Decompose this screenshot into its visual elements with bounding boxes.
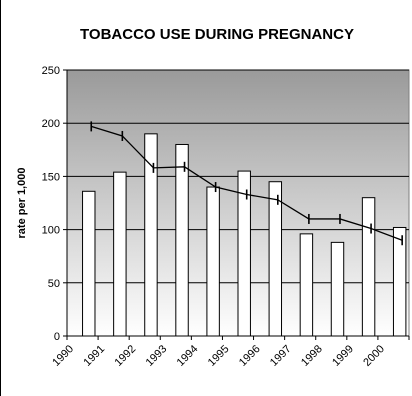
bar (299, 233, 314, 337)
y-tick-labels: 0 50 100 150 200 250 (42, 65, 60, 343)
bar (361, 197, 376, 337)
bar (82, 190, 96, 337)
y-tick-label: 250 (42, 65, 60, 77)
bar (144, 133, 158, 337)
chart-title: TOBACCO USE DURING PREGNANCY (80, 26, 354, 43)
y-tick-label: 150 (42, 171, 60, 183)
x-tick-label: 1999 (330, 343, 356, 369)
x-tick-label: 1990 (50, 343, 76, 369)
bar (175, 143, 189, 337)
bar (392, 226, 407, 337)
bar (330, 241, 345, 337)
y-tick-label: 50 (48, 278, 60, 290)
x-tick-label: 1998 (299, 343, 325, 369)
x-tick-label: 1992 (113, 343, 139, 369)
x-tick-label: 1994 (175, 343, 201, 369)
axes (66, 70, 410, 340)
bar (268, 181, 283, 337)
bar (113, 171, 127, 337)
x-tick-labels: 1990 1991 1992 1993 1994 1995 1996 1997 1998 1999… (50, 343, 387, 369)
x-tick-label: 1997 (268, 343, 294, 369)
y-axis-label: rate per 1,000 (16, 168, 28, 239)
bar (206, 186, 220, 337)
bar (237, 170, 251, 337)
y-tick-label: 100 (42, 225, 60, 237)
x-tick-label: 1991 (81, 343, 107, 369)
x-tick-label: 2000 (361, 343, 387, 369)
line-series (90, 121, 403, 246)
y-tick-label: 0 (54, 331, 60, 343)
x-tick-label: 1996 (237, 343, 263, 369)
x-tick-label: 1993 (144, 343, 170, 369)
x-tick-label: 1995 (206, 343, 232, 369)
y-tick-label: 200 (42, 118, 60, 130)
